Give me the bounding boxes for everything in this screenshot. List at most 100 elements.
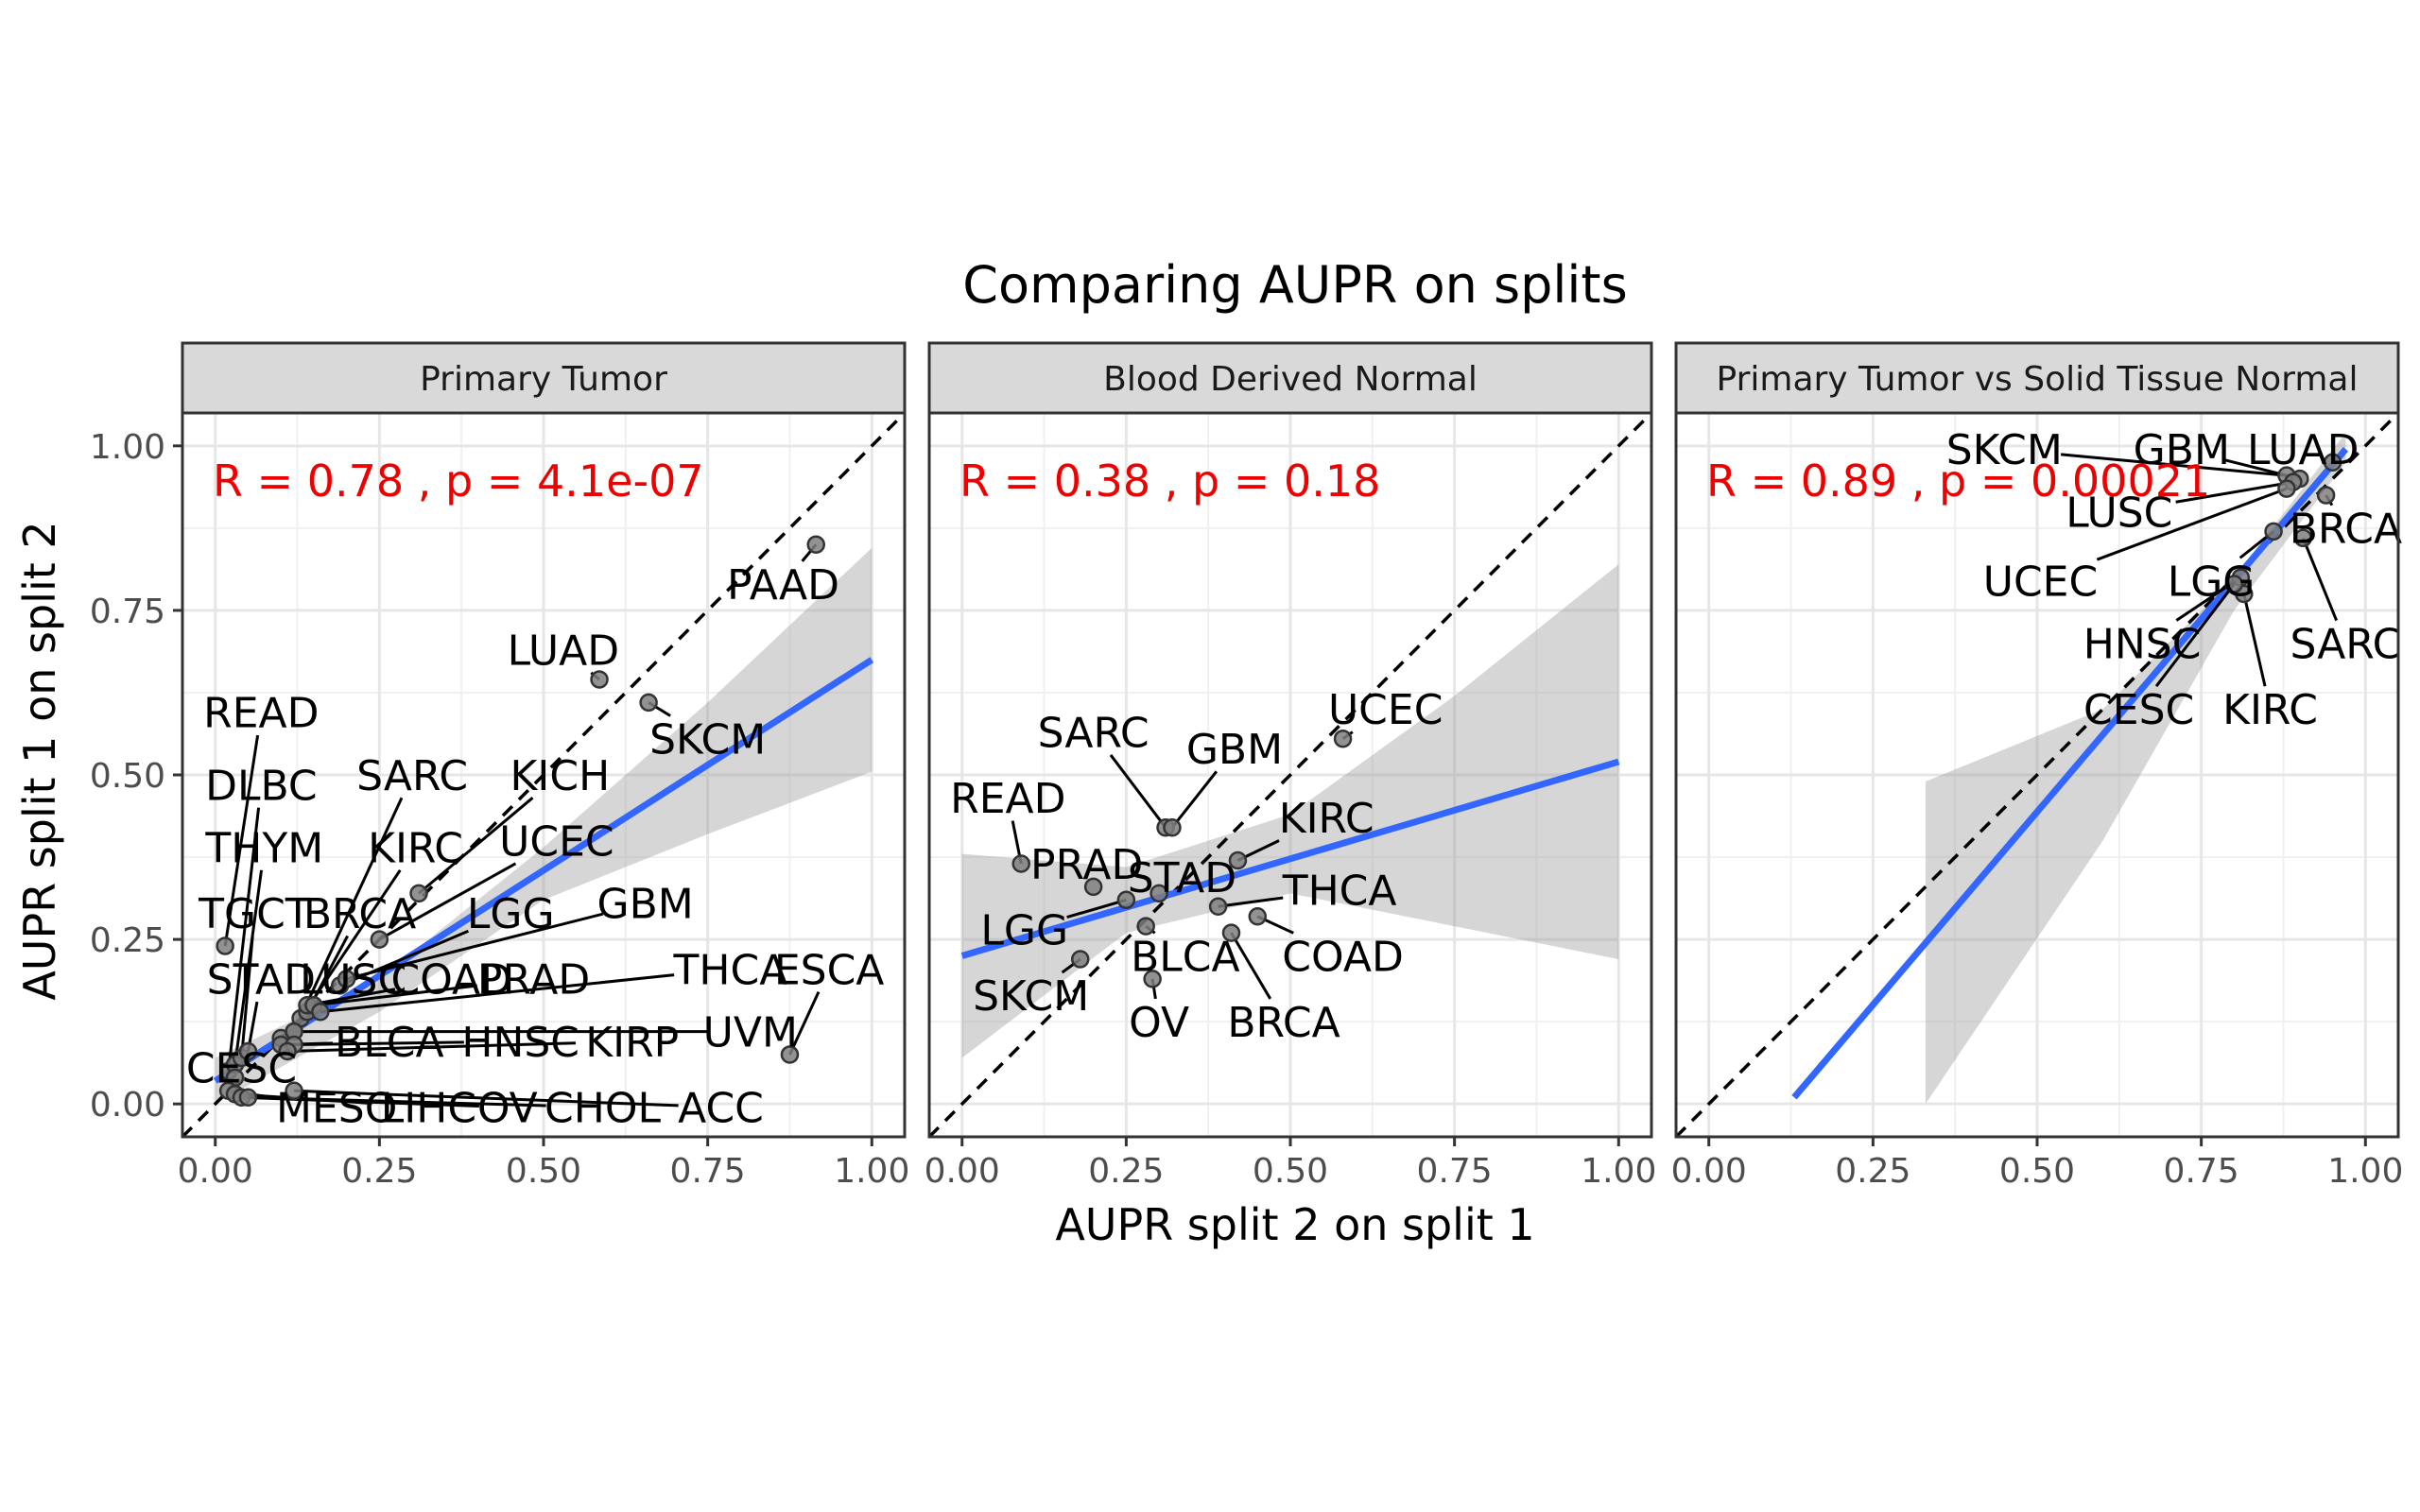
data-layer [929, 413, 1651, 1137]
point-label: SARC [356, 752, 468, 800]
data-point [409, 884, 428, 903]
facet-strip [927, 341, 1653, 415]
point-label: THCA [1282, 868, 1397, 916]
label-connector [240, 936, 254, 1058]
point-label: LUSC [300, 956, 406, 1005]
point-label: SKCM [973, 972, 1089, 1021]
data-point [2293, 528, 2313, 548]
data-point [238, 1088, 258, 1107]
point-label: PAAD [727, 561, 839, 610]
point-label: SARC [2290, 621, 2401, 669]
panel-3: Primary Tumor vs Solid Tissue Normal SKCM… [1671, 341, 2403, 1191]
label-connector [788, 991, 821, 1056]
point-label: LUAD [508, 627, 620, 676]
data-point [278, 1041, 297, 1061]
data-point [1163, 817, 1182, 837]
point-label: LUAD [2247, 426, 2360, 474]
x-tick-label: 1.00 [1581, 1152, 1656, 1191]
data-point [1116, 890, 1136, 910]
regression-line [960, 758, 1620, 959]
point-label: STAD [1128, 854, 1236, 902]
point-label: COAD [390, 956, 512, 1005]
point-label: KIRC [1279, 795, 1374, 843]
y-tick-label: 1.00 [90, 428, 165, 467]
data-point [1248, 906, 1268, 926]
data-point [1143, 970, 1162, 988]
point-label: GBM [597, 881, 694, 929]
point-label: OV [1129, 999, 1189, 1047]
point-label: LGG [2168, 558, 2256, 606]
label-connector [1218, 896, 1284, 908]
point-label: BRCA [1227, 999, 1340, 1047]
label-connector [1230, 932, 1272, 1000]
point-label: UVM [703, 1008, 798, 1057]
x-tick-label: 0.50 [506, 1152, 581, 1191]
data-point [2277, 479, 2296, 498]
data-point [370, 930, 389, 949]
x-tick-label: 1.00 [834, 1152, 909, 1191]
label-connector [313, 984, 477, 1007]
y-tick-label: 0.00 [90, 1086, 165, 1125]
label-connector [320, 973, 675, 1014]
x-tick-label: 0.75 [670, 1152, 746, 1191]
data-point [337, 970, 356, 988]
point-label: BRCA [2290, 506, 2402, 554]
point-label: UCEC [1983, 558, 2098, 606]
point-label: SKCM [649, 716, 766, 765]
x-tick-label: 1.00 [2327, 1152, 2403, 1191]
point-label: LGG [467, 890, 555, 938]
confidence-band [961, 564, 1619, 1058]
data-point [806, 535, 825, 555]
point-label: MESO [276, 1085, 397, 1133]
data-point [2323, 453, 2342, 472]
label-connector [227, 807, 261, 1072]
x-tick-label: 0.00 [1671, 1152, 1747, 1191]
data-point [285, 1081, 303, 1101]
point-label: UCEC [1328, 686, 1443, 734]
panel-1: Primary Tumor PAAD LUAD SKCM READ DLBC SARC KIC… [90, 341, 909, 1191]
data-point [780, 1045, 800, 1064]
x-tick-label: 0.25 [341, 1152, 417, 1191]
x-tick-label: 0.50 [1253, 1152, 1328, 1191]
point-label: COAD [1282, 933, 1404, 981]
x-tick-label: 0.50 [1999, 1152, 2075, 1191]
label-connector [1170, 770, 1219, 829]
point-label: KIRC [2222, 686, 2318, 734]
point-label: OV [477, 1085, 538, 1133]
data-point [2224, 575, 2244, 593]
facet-strip-label: Primary Tumor vs Solid Tissue Normal [1717, 360, 2359, 399]
point-label: DLBC [205, 762, 318, 810]
point-label: GBM [2134, 426, 2230, 474]
label-connector [418, 797, 534, 895]
point-label: BRCA [303, 890, 416, 938]
point-label: GBM [1186, 726, 1283, 774]
x-tick-label: 0.00 [178, 1152, 253, 1191]
correlation-label: R = 0.38 , p = 0.18 [959, 455, 1380, 507]
data-point [1333, 729, 1353, 748]
point-label: HNSC [461, 1019, 579, 1067]
y-tick-label: 0.25 [90, 921, 165, 960]
facet-strip-label: Blood Derived Normal [1103, 360, 1478, 399]
data-point [1070, 950, 1090, 969]
label-connector [294, 1040, 464, 1047]
label-connector [2175, 480, 2294, 504]
x-tick-label: 0.25 [1835, 1152, 1910, 1191]
data-point [1150, 884, 1168, 903]
correlation-label: R = 0.78 , p = 4.1e-07 [213, 455, 704, 507]
point-label: KICH [510, 752, 611, 800]
point-label: HNSC [2083, 621, 2202, 669]
point-label: LGG [980, 906, 1068, 954]
point-label: READ [950, 775, 1065, 823]
point-label: ACC [678, 1085, 764, 1133]
point-label: CHOL [544, 1085, 661, 1133]
point-label: PRAD [1030, 841, 1143, 889]
label-connector [378, 862, 517, 941]
panel-2: Blood Derived Normal UCEC SARC GBM READ KIRC P… [925, 341, 1656, 1191]
point-label: BLCA [1131, 933, 1240, 981]
data-point [1221, 923, 1241, 942]
label-connector [233, 869, 264, 1065]
label-connector [287, 1041, 576, 1053]
data-point [1136, 917, 1155, 936]
data-point [1083, 877, 1103, 897]
